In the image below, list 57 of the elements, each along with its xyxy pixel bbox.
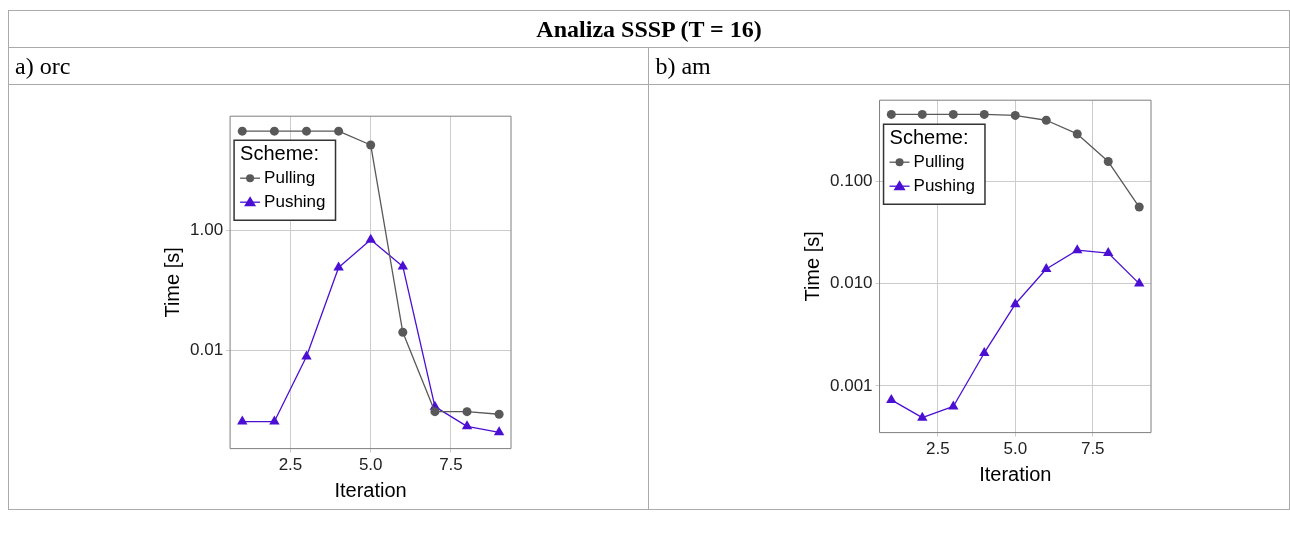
point bbox=[398, 327, 408, 337]
point bbox=[980, 109, 990, 119]
x-axis-title: Iteration bbox=[334, 478, 407, 501]
x-tick-label: 2.5 bbox=[926, 439, 951, 459]
legend-label: Pushing bbox=[264, 191, 326, 211]
point bbox=[269, 126, 279, 136]
x-tick-label: 5.0 bbox=[358, 455, 383, 475]
point bbox=[333, 261, 344, 271]
legend-title: Scheme: bbox=[889, 125, 969, 148]
point bbox=[461, 420, 473, 430]
point bbox=[269, 415, 280, 425]
x-axis-title: Iteration bbox=[979, 462, 1052, 485]
text: b) am bbox=[648, 47, 1290, 85]
point bbox=[1011, 110, 1021, 120]
y-tick-label: 0.001 bbox=[830, 375, 873, 395]
point bbox=[949, 109, 959, 119]
y-tick-label: 1.00 bbox=[189, 220, 224, 240]
point bbox=[1010, 298, 1021, 308]
legend-label: Pushing bbox=[913, 175, 976, 195]
x-tick-label: 5.0 bbox=[1003, 439, 1028, 459]
y-axis-title: Time [s] bbox=[800, 231, 823, 302]
x-tick-label: 7.5 bbox=[1081, 439, 1105, 459]
point bbox=[886, 393, 897, 403]
x-tick-label: 7.5 bbox=[439, 455, 463, 475]
point bbox=[1104, 157, 1114, 167]
point bbox=[237, 415, 248, 425]
y-tick-label: 0.01 bbox=[189, 340, 224, 360]
point bbox=[1103, 247, 1114, 257]
chart-title: a) orc bbox=[8, 47, 649, 85]
point bbox=[918, 109, 928, 119]
x-tick-label: 2.5 bbox=[278, 455, 303, 475]
point bbox=[430, 407, 440, 417]
point bbox=[493, 426, 505, 436]
point bbox=[917, 411, 928, 421]
point bbox=[1072, 244, 1083, 254]
point bbox=[334, 126, 344, 136]
legend-label: Pulling bbox=[913, 151, 965, 171]
y-axis-title: Time [s] bbox=[160, 247, 183, 318]
legend-label: Pulling bbox=[264, 167, 316, 187]
point bbox=[1042, 115, 1052, 125]
point bbox=[366, 140, 376, 150]
y-tick-label: 0.010 bbox=[830, 273, 873, 293]
point bbox=[462, 407, 472, 417]
point bbox=[887, 109, 897, 119]
point bbox=[1073, 129, 1083, 139]
point bbox=[1135, 202, 1145, 212]
point bbox=[302, 126, 311, 136]
point bbox=[494, 409, 504, 419]
text: Analiza SSSP (T = 16) bbox=[8, 10, 1290, 48]
point bbox=[237, 126, 247, 136]
point bbox=[301, 350, 312, 360]
point bbox=[365, 233, 376, 243]
legend-title: Scheme: bbox=[240, 141, 320, 164]
point bbox=[1041, 262, 1052, 272]
y-tick-label: 0.100 bbox=[830, 170, 873, 190]
point bbox=[1134, 277, 1145, 287]
point bbox=[979, 346, 990, 356]
